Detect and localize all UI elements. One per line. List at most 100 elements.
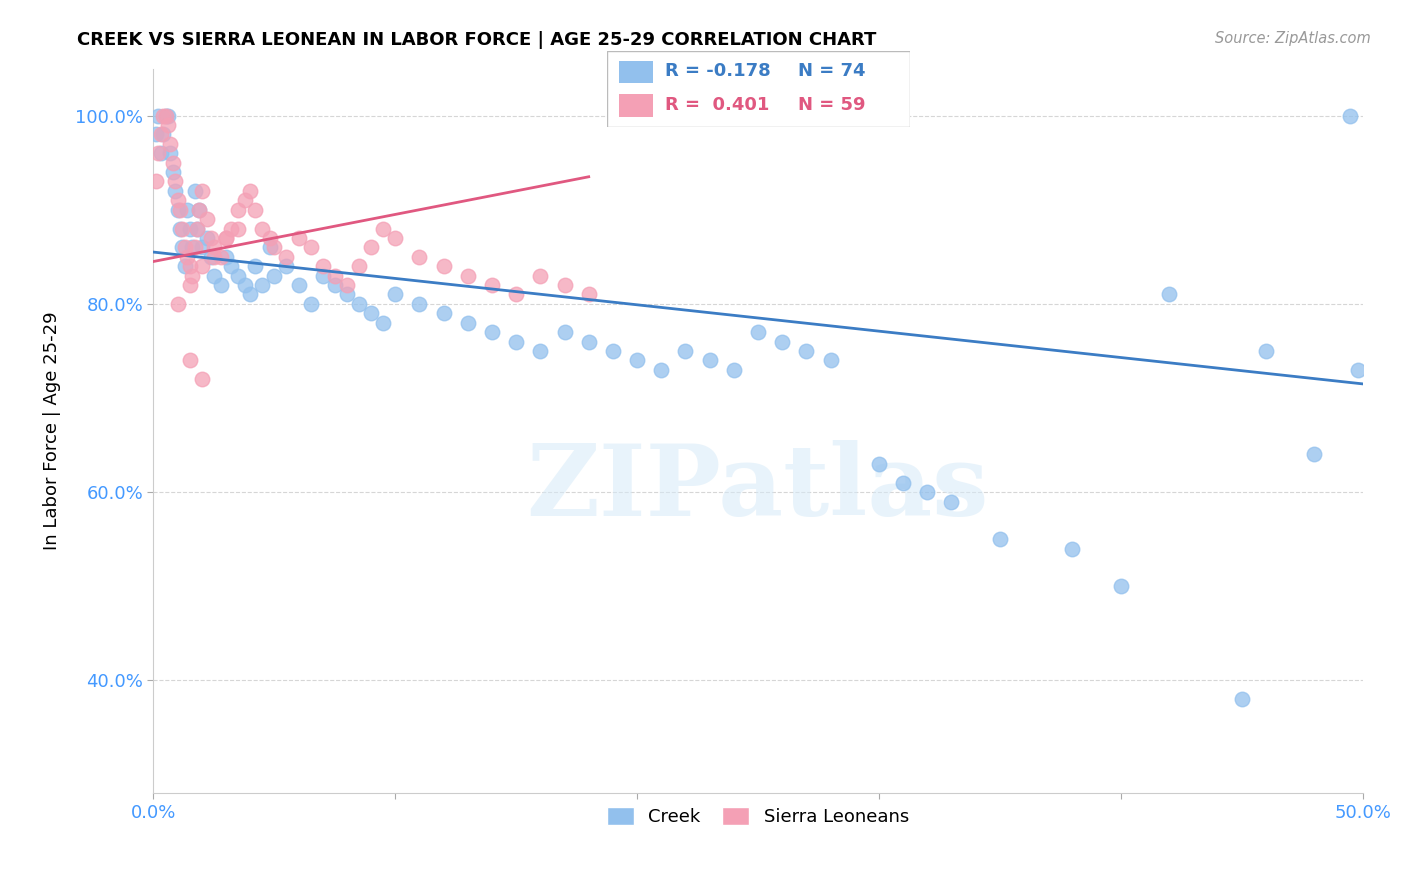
Point xyxy=(195,231,218,245)
Point xyxy=(347,259,370,273)
Point xyxy=(186,221,208,235)
Point xyxy=(529,343,551,358)
Point xyxy=(287,231,309,245)
Point xyxy=(226,268,249,283)
Point xyxy=(287,278,309,293)
Point xyxy=(384,287,406,301)
Point xyxy=(276,259,298,273)
Point xyxy=(215,250,238,264)
Point xyxy=(183,184,205,198)
Point xyxy=(1062,541,1084,556)
Point xyxy=(226,221,249,235)
Point xyxy=(602,343,624,358)
Point xyxy=(149,146,172,161)
Point xyxy=(172,240,194,254)
Point xyxy=(650,363,672,377)
Point xyxy=(183,240,205,254)
Bar xyxy=(620,94,652,117)
Point xyxy=(166,194,188,208)
Point xyxy=(186,221,208,235)
Point xyxy=(202,240,225,254)
Text: Source: ZipAtlas.com: Source: ZipAtlas.com xyxy=(1215,31,1371,46)
Point xyxy=(159,146,181,161)
Point xyxy=(323,268,346,283)
Point xyxy=(373,221,395,235)
Point xyxy=(191,240,214,254)
Point xyxy=(219,221,242,235)
Point xyxy=(252,221,274,235)
Text: ZIPatlas: ZIPatlas xyxy=(527,441,990,537)
Point xyxy=(179,221,201,235)
Point xyxy=(336,278,359,293)
Point xyxy=(179,353,201,368)
Point xyxy=(1109,579,1132,593)
Point xyxy=(215,231,238,245)
Point xyxy=(336,287,359,301)
Point xyxy=(626,353,648,368)
Text: R = -0.178: R = -0.178 xyxy=(665,62,770,80)
Point xyxy=(148,109,170,123)
Point xyxy=(152,109,174,123)
Point xyxy=(699,353,721,368)
Point xyxy=(145,174,167,188)
Legend: Creek, Sierra Leoneans: Creek, Sierra Leoneans xyxy=(598,797,918,835)
Point xyxy=(176,202,198,217)
Point xyxy=(481,325,503,339)
Point xyxy=(239,184,262,198)
Point xyxy=(868,457,890,471)
Text: N = 74: N = 74 xyxy=(797,62,865,80)
Point xyxy=(770,334,793,349)
FancyBboxPatch shape xyxy=(607,51,910,127)
Point xyxy=(263,240,285,254)
Point xyxy=(202,268,225,283)
Point xyxy=(188,202,211,217)
Point xyxy=(156,109,179,123)
Point xyxy=(917,485,939,500)
Point xyxy=(155,109,177,123)
Point xyxy=(323,278,346,293)
Point xyxy=(165,184,187,198)
Point xyxy=(209,278,232,293)
Point xyxy=(173,240,195,254)
Text: R =  0.401: R = 0.401 xyxy=(665,95,769,113)
Point xyxy=(505,287,527,301)
Point xyxy=(360,240,382,254)
Point xyxy=(1340,109,1362,123)
Point xyxy=(169,202,191,217)
Point xyxy=(891,475,914,490)
Point xyxy=(408,250,430,264)
Point xyxy=(159,136,181,151)
Point xyxy=(457,316,479,330)
Point xyxy=(554,325,576,339)
Point xyxy=(433,306,456,320)
Point xyxy=(1254,343,1277,358)
Point xyxy=(181,240,204,254)
Point xyxy=(195,212,218,227)
Point xyxy=(173,259,195,273)
Point xyxy=(162,155,184,169)
Point xyxy=(162,165,184,179)
Point xyxy=(1230,692,1253,706)
Point xyxy=(149,128,172,142)
Point xyxy=(312,268,335,283)
Point xyxy=(578,287,600,301)
Point xyxy=(239,287,262,301)
Point xyxy=(145,128,167,142)
Point xyxy=(166,202,188,217)
Point xyxy=(675,343,697,358)
Point xyxy=(373,316,395,330)
Point xyxy=(200,250,222,264)
Point xyxy=(408,297,430,311)
Point xyxy=(176,250,198,264)
Text: CREEK VS SIERRA LEONEAN IN LABOR FORCE | AGE 25-29 CORRELATION CHART: CREEK VS SIERRA LEONEAN IN LABOR FORCE |… xyxy=(77,31,877,49)
Point xyxy=(191,184,214,198)
Point xyxy=(259,240,281,254)
Point xyxy=(481,278,503,293)
Point xyxy=(226,202,249,217)
Bar xyxy=(620,61,652,84)
Point xyxy=(723,363,745,377)
Point xyxy=(191,372,214,386)
Point xyxy=(529,268,551,283)
Point xyxy=(243,202,266,217)
Point xyxy=(169,221,191,235)
